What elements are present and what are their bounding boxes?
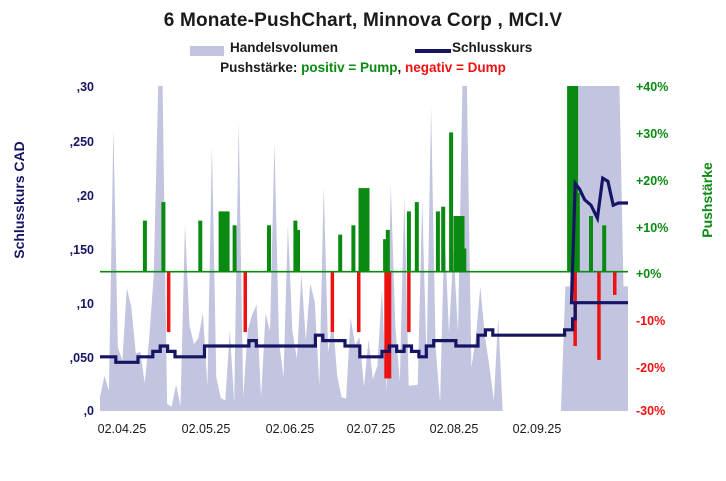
push-bar-negative: [613, 271, 617, 295]
push-bar-positive: [296, 229, 300, 272]
y-tick-right-6: -20%: [636, 361, 666, 375]
y-axis-left-ticks: ,30 ,250 ,20 ,150 ,10 ,050 ,0: [24, 0, 94, 481]
push-bar-positive: [462, 248, 467, 272]
push-bar-positive: [161, 202, 166, 272]
push-bar-positive: [385, 229, 390, 272]
push-legend-separator: ,: [397, 60, 406, 75]
chart-plot-area: [100, 86, 628, 411]
chart-svg: [100, 86, 628, 411]
push-bar-positive: [602, 225, 607, 272]
y-axis-right-ticks: +40% +30% +20% +10% +0% -10% -20% -30%: [636, 0, 706, 481]
push-bar-positive: [567, 86, 579, 272]
y-tick-right-2: +20%: [636, 174, 669, 188]
push-bar-positive: [575, 192, 580, 272]
push-bar-negative: [407, 271, 411, 333]
push-legend-prefix: Pushstärke:: [220, 60, 302, 75]
push-bar-positive: [198, 220, 203, 272]
x-tick-1: 02.05.25: [181, 422, 231, 436]
x-tick-0: 02.04.25: [97, 422, 147, 436]
push-bar-positive: [293, 220, 298, 272]
push-bar-positive: [142, 220, 147, 272]
y-tick-left-5: ,050: [69, 351, 94, 365]
push-strength-bars-layer: [142, 86, 617, 379]
page-title: 6 Monate-PushChart, Minnova Corp , MCI.V: [163, 10, 563, 31]
push-legend-negative: negativ = Dump: [405, 60, 506, 75]
y-tick-right-5: -10%: [636, 314, 666, 328]
y-tick-right-4: +0%: [636, 267, 662, 281]
push-bar-positive: [435, 211, 440, 272]
y-tick-right-3: +10%: [636, 221, 669, 235]
push-bar-positive: [351, 225, 356, 272]
push-bar-negative: [243, 271, 247, 333]
push-bar-negative: [384, 271, 392, 379]
push-bar-positive: [232, 225, 237, 272]
push-bar-negative: [597, 271, 601, 360]
y-tick-left-4: ,10: [76, 297, 94, 311]
push-bar-positive: [406, 211, 411, 272]
y-tick-right-1: +30%: [636, 127, 669, 141]
x-tick-2: 02.06.25: [265, 422, 315, 436]
y-tick-left-1: ,250: [69, 135, 94, 149]
x-tick-3: 02.07.25: [346, 422, 396, 436]
push-bar-positive: [218, 211, 230, 272]
y-tick-left-3: ,150: [69, 243, 94, 257]
push-strength-legend: Pushstärke: positiv = Pump, negativ = Du…: [0, 60, 726, 75]
volume-legend-swatch: [190, 46, 224, 56]
push-bar-positive: [338, 234, 343, 272]
push-legend-positive: positiv = Pump: [301, 60, 398, 75]
push-bar-positive: [441, 206, 446, 272]
price-legend-label: Schlusskurs: [452, 40, 533, 55]
push-bar-positive: [453, 216, 465, 272]
x-tick-4: 02.08.25: [429, 422, 479, 436]
push-bar-positive: [267, 225, 271, 272]
push-bar-positive: [449, 132, 454, 272]
volume-legend-label: Handelsvolumen: [230, 40, 339, 55]
push-bar-positive: [414, 202, 419, 272]
push-bar-positive: [358, 188, 370, 272]
y-tick-left-2: ,20: [76, 189, 94, 203]
push-bar-negative: [166, 271, 171, 333]
price-step-line-path: [100, 175, 628, 364]
y-tick-right-0: +40%: [636, 80, 669, 94]
push-bar-positive: [383, 239, 388, 272]
price-legend-swatch: [415, 49, 451, 53]
y-tick-left-0: ,30: [76, 80, 94, 94]
push-bar-negative: [330, 271, 335, 333]
y-tick-left-6: ,0: [83, 404, 94, 418]
price-line-layer: [100, 175, 628, 364]
y-tick-right-7: -30%: [636, 404, 666, 418]
push-bar-positive: [589, 216, 593, 272]
push-bar-negative: [357, 271, 361, 333]
x-tick-5: 02.09.25: [512, 422, 562, 436]
